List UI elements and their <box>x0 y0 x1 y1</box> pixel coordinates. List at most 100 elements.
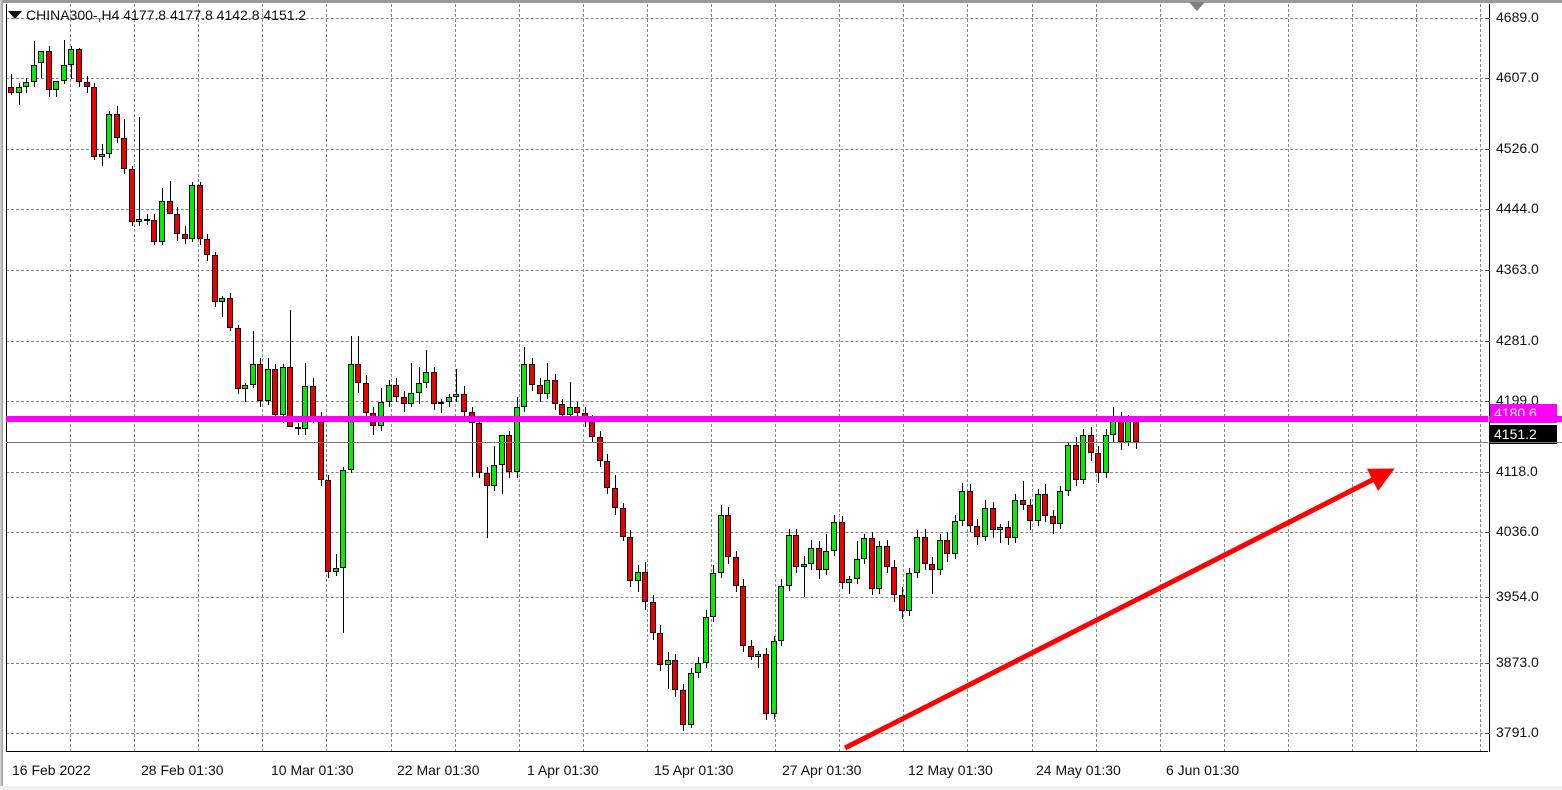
candle-body-bullish <box>333 568 339 572</box>
candle-body-bullish <box>755 653 761 657</box>
candle-wick <box>245 383 246 403</box>
candle-body-bullish <box>302 386 308 430</box>
candle-body-bearish <box>506 435 512 472</box>
candle-wick <box>336 554 337 577</box>
candle-wick <box>1023 481 1024 510</box>
grid-line-vertical <box>1096 4 1097 752</box>
grid-line-horizontal <box>6 209 1488 210</box>
candle-body-bullish <box>136 218 142 222</box>
time-scale[interactable]: 16 Feb 2022 28 Feb 01:30 10 Mar 01:30 22 Ma… <box>6 753 1488 786</box>
candle-body-bearish <box>922 536 928 564</box>
candle-body-bullish <box>665 660 671 665</box>
candle-body-bearish <box>725 514 731 558</box>
candle-body-bullish <box>1125 421 1131 442</box>
grid-line-vertical <box>1224 4 1225 752</box>
grid-line-vertical <box>134 4 135 752</box>
grid-line-vertical <box>519 4 520 752</box>
candle-body-bearish <box>1095 452 1101 474</box>
grid-line-horizontal <box>6 78 1488 79</box>
grid-line-vertical <box>1352 4 1353 752</box>
window-left-scrollbar[interactable] <box>0 0 3 790</box>
price-tick-mark <box>1485 532 1490 533</box>
candle-body-bearish <box>537 384 543 395</box>
candle-body-bearish <box>597 436 603 461</box>
candle-body-bullish <box>265 368 271 401</box>
candle-body-bearish <box>461 394 467 412</box>
chart-plot-area[interactable] <box>6 4 1488 752</box>
candle-body-bullish <box>408 392 414 404</box>
candle-body-bullish <box>16 87 22 94</box>
candle-body-bullish <box>544 379 550 395</box>
candle-body-bearish <box>990 508 996 531</box>
candle-wick <box>139 117 140 227</box>
candle-body-bullish <box>688 672 694 726</box>
time-tick-label: 6 Jun 01:30 <box>1166 762 1240 778</box>
candle-body-bearish <box>310 386 316 420</box>
candle-body-bearish <box>46 50 52 91</box>
candle-body-bearish <box>227 297 233 328</box>
grid-line-horizontal <box>6 149 1488 150</box>
chart-menu-arrow-icon[interactable] <box>8 11 22 19</box>
position-marker-icon[interactable] <box>1189 2 1205 11</box>
candle-body-bullish <box>514 406 520 472</box>
candle-wick <box>426 349 427 388</box>
candle-body-bearish <box>151 220 157 243</box>
candle-body-bearish <box>642 571 648 602</box>
candle-body-bearish <box>793 535 799 567</box>
candle-body-bearish <box>167 201 173 214</box>
grid-line-horizontal <box>6 18 1488 19</box>
current-price-tag: 4151.2 <box>1490 425 1557 444</box>
candle-body-bearish <box>1005 527 1011 539</box>
candle-body-bearish <box>680 690 686 726</box>
price-tick-label: 3873.0 <box>1496 654 1539 670</box>
time-tick-label: 15 Apr 01:30 <box>654 762 734 778</box>
time-tick-label: 16 Feb 2022 <box>12 762 91 778</box>
candle-body-bearish <box>899 595 905 612</box>
candle-body-bearish <box>114 114 120 138</box>
candle-body-bearish <box>627 536 633 581</box>
candle-body-bearish <box>325 479 331 572</box>
candle-body-bullish <box>491 465 497 487</box>
grid-line-vertical <box>967 4 968 752</box>
candle-body-bearish <box>235 327 241 390</box>
candle-body-bearish <box>869 538 875 589</box>
candle-wick <box>290 310 291 373</box>
candle-body-bearish <box>672 660 678 691</box>
candle-body-bearish <box>589 421 595 437</box>
candle-body-bearish <box>552 379 558 404</box>
time-tick-label: 1 Apr 01:30 <box>527 762 599 778</box>
trend-arrow-annotation[interactable] <box>6 4 1488 752</box>
candle-body-bullish <box>106 114 112 154</box>
grid-line-vertical <box>455 4 456 752</box>
candle-wick <box>456 368 457 403</box>
grid-line-vertical <box>903 4 904 752</box>
candle-body-bullish <box>906 573 912 612</box>
candle-body-bullish <box>499 435 505 466</box>
resistance-price-line[interactable] <box>6 416 1488 423</box>
candle-body-bearish <box>967 490 973 526</box>
price-scale[interactable]: 4689.0 4607.0 4526.0 4444.0 4363.0 4281.0 4199… <box>1485 4 1562 752</box>
grid-line-vertical <box>326 4 327 752</box>
candle-body-bearish <box>748 645 754 657</box>
candle-body-bullish <box>446 397 452 403</box>
price-tick-label: 4281.0 <box>1496 332 1539 348</box>
candle-body-bearish <box>620 508 626 537</box>
candle-body-bearish <box>1133 421 1139 443</box>
grid-line-horizontal <box>6 401 1488 402</box>
candle-body-bullish <box>982 508 988 537</box>
candle-body-bearish <box>816 547 822 570</box>
candle-body-bearish <box>740 585 746 646</box>
candle-wick <box>19 83 20 105</box>
candle-body-bearish <box>121 137 127 170</box>
price-tick-mark <box>1485 597 1490 598</box>
candle-body-bullish <box>1012 500 1018 539</box>
candle-body-bullish <box>567 406 573 415</box>
time-tick-label: 28 Feb 01:30 <box>141 762 224 778</box>
candle-body-bearish <box>84 82 90 88</box>
candle-body-bearish <box>318 419 324 480</box>
candle-body-bearish <box>763 653 769 714</box>
candle-body-bearish <box>604 460 610 488</box>
candle-body-bullish <box>952 520 958 555</box>
price-tick-label: 3954.0 <box>1496 588 1539 604</box>
grid-line-vertical <box>198 4 199 752</box>
